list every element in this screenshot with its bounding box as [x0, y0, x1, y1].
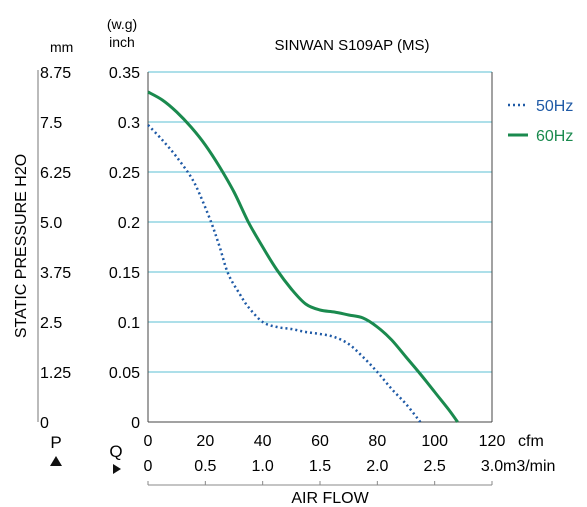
series-lines [147, 90, 459, 423]
x-tick-m3-label: 0 [144, 458, 153, 475]
x-axis-label: AIR FLOW [291, 490, 369, 507]
x-tick-cfm-label: 120 [479, 433, 506, 450]
x-tick-cfm-label: 0 [144, 433, 153, 450]
y-tick-inch-label: 0.1 [118, 315, 140, 332]
chart-title: SINWAN S109AP (MS) [274, 37, 429, 54]
y-tick-inch-label: 0.35 [109, 65, 140, 82]
y-tick-mm-label: 3.75 [40, 265, 71, 282]
legend-label-50hz: 50Hz [536, 98, 573, 115]
y-tick-inch-label: 0.2 [118, 215, 140, 232]
y-tick-inch-label: 0.15 [109, 265, 140, 282]
x-ticks-cfm: 0 20 40 60 80 100 120 [144, 433, 506, 450]
x-unit-m3: m3/min [503, 458, 555, 475]
x-tick-cfm-label: 60 [311, 433, 329, 450]
x-tick-m3-label: 1.0 [252, 458, 274, 475]
series-line-50hz [147, 124, 422, 423]
q-arrow-icon [113, 464, 121, 474]
legend-label-60hz: 60Hz [536, 128, 573, 145]
y-tick-mm-label: 1.25 [40, 365, 71, 382]
y-unit-inch-top: (w.g) [107, 16, 137, 32]
x-tick-m3-label: 1.5 [309, 458, 331, 475]
x-tick-cfm-label: 80 [368, 433, 386, 450]
grid-lines [148, 71, 492, 373]
y-tick-mm-label: 6.25 [40, 165, 71, 182]
y-ticks-inch: 0 0.05 0.1 0.15 0.2 0.25 0.3 0.35 [109, 65, 140, 432]
legend: 50Hz 60Hz [508, 98, 573, 145]
x-tick-cfm-label: 40 [254, 433, 272, 450]
x-tick-cfm-label: 100 [421, 433, 448, 450]
y-unit-mm: mm [50, 39, 73, 55]
y-tick-mm-label: 0 [40, 415, 49, 432]
y-tick-mm-label: 7.5 [40, 115, 62, 132]
p-label: P [50, 433, 61, 452]
x-tick-m3-label: 0.5 [194, 458, 216, 475]
axes [147, 72, 493, 423]
x-unit-cfm: cfm [518, 433, 544, 450]
x-ticks-m3: 0 0.5 1.0 1.5 2.0 2.5 3.0 [144, 458, 504, 475]
x-tick-m3-label: 2.5 [424, 458, 446, 475]
y-unit-inch: inch [109, 34, 135, 50]
series-line-60hz [147, 90, 459, 423]
y-tick-inch-label: 0.05 [109, 365, 140, 382]
x-tick-m3-label: 3.0 [481, 458, 503, 475]
x-tick-cfm-label: 20 [196, 433, 214, 450]
y-tick-inch-label: 0.3 [118, 115, 140, 132]
airflow-bracket-ticks [147, 481, 493, 485]
q-label: Q [109, 442, 122, 461]
y-tick-mm-label: 5.0 [40, 215, 62, 232]
y-ticks-mm: 0 1.25 2.5 3.75 5.0 6.25 7.5 8.75 [40, 65, 71, 432]
y-tick-mm-label: 2.5 [40, 315, 62, 332]
x-tick-m3-label: 2.0 [366, 458, 388, 475]
y-tick-inch-label: 0.25 [109, 165, 140, 182]
y-tick-inch-label: 0 [131, 415, 140, 432]
p-arrow-icon [50, 456, 62, 466]
y-axis-label: STATIC PRESSURE H2O [13, 154, 30, 338]
y-tick-mm-label: 8.75 [40, 65, 71, 82]
